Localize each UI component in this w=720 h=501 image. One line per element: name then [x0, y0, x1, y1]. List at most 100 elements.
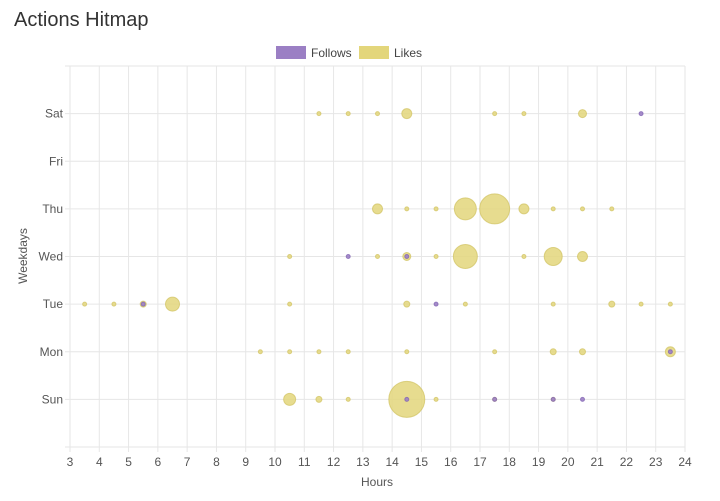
likes-bubble[interactable] [549, 348, 557, 356]
likes-bubble[interactable] [372, 203, 383, 215]
likes-bubble[interactable] [404, 349, 410, 355]
likes-bubble[interactable] [578, 109, 587, 119]
likes-bubble[interactable] [316, 349, 322, 355]
follows-bubble[interactable] [404, 396, 410, 402]
follows-bubble[interactable] [550, 396, 556, 402]
y-axis-labels: Sun Mon Tue Wed Thu Fri Sat [39, 107, 64, 407]
x-tick-label: 3 [67, 455, 74, 469]
x-tick-label: 6 [155, 455, 162, 469]
likes-series[interactable] [82, 108, 676, 418]
likes-bubble[interactable] [345, 396, 351, 402]
likes-bubble[interactable] [287, 301, 293, 307]
likes-bubble[interactable] [375, 254, 380, 259]
y-tick-label: Wed [39, 250, 63, 264]
likes-bubble[interactable] [608, 300, 616, 308]
legend-label-follows: Follows [311, 46, 352, 60]
follows-bubble[interactable] [580, 396, 585, 402]
y-tick-label: Fri [49, 154, 63, 168]
legend-label-likes: Likes [394, 46, 422, 60]
chart-grid [65, 65, 686, 452]
x-tick-label: 22 [620, 455, 634, 469]
likes-bubble[interactable] [287, 254, 293, 259]
chart-legend: Follows Likes [276, 46, 422, 60]
x-tick-label: 8 [213, 455, 220, 469]
x-tick-label: 21 [590, 455, 604, 469]
follows-bubble[interactable] [433, 301, 439, 307]
likes-bubble[interactable] [433, 206, 439, 212]
follows-bubble[interactable] [404, 254, 410, 259]
likes-bubble[interactable] [287, 349, 293, 355]
likes-bubble[interactable] [521, 111, 527, 117]
likes-bubble[interactable] [492, 111, 498, 117]
likes-bubble[interactable] [82, 301, 88, 307]
likes-bubble[interactable] [550, 206, 556, 212]
y-tick-label: Tue [43, 297, 64, 311]
legend-swatch-likes [359, 46, 389, 59]
x-tick-label: 4 [96, 455, 103, 469]
likes-bubble[interactable] [452, 244, 478, 269]
follows-bubble[interactable] [345, 254, 351, 259]
likes-bubble[interactable] [375, 111, 380, 117]
likes-bubble[interactable] [577, 251, 588, 262]
y-tick-label: Sun [42, 392, 63, 406]
x-tick-label: 11 [298, 455, 311, 469]
likes-bubble[interactable] [433, 254, 439, 259]
likes-bubble[interactable] [404, 206, 410, 212]
y-tick-label: Mon [40, 345, 63, 359]
x-axis-labels: 3 4 5 6 7 8 9 10 11 12 13 14 15 16 17 18 19 20 21 22 23 24 [67, 455, 692, 469]
likes-bubble[interactable] [401, 108, 413, 120]
likes-bubble[interactable] [492, 349, 498, 355]
x-tick-label: 9 [242, 455, 249, 469]
x-tick-label: 15 [415, 455, 429, 469]
likes-bubble[interactable] [518, 203, 530, 215]
x-tick-label: 10 [268, 455, 282, 469]
x-tick-label: 17 [473, 455, 487, 469]
x-tick-label: 13 [356, 455, 370, 469]
legend-swatch-follows [276, 46, 306, 59]
likes-bubble[interactable] [111, 301, 117, 307]
x-tick-label: 7 [184, 455, 191, 469]
page-title: Actions Hitmap [14, 9, 149, 31]
likes-bubble[interactable] [316, 111, 322, 117]
likes-bubble[interactable] [283, 392, 297, 406]
likes-bubble[interactable] [462, 301, 468, 307]
x-tick-label: 23 [649, 455, 663, 469]
y-tick-label: Thu [42, 202, 63, 216]
x-tick-label: 20 [561, 455, 575, 469]
x-tick-label: 5 [125, 455, 132, 469]
follows-bubble[interactable] [140, 301, 146, 307]
follows-bubble[interactable] [492, 396, 498, 402]
likes-bubble[interactable] [433, 396, 439, 402]
likes-bubble[interactable] [403, 300, 411, 308]
follows-bubble[interactable] [638, 111, 644, 117]
x-tick-label: 19 [532, 455, 546, 469]
likes-bubble[interactable] [521, 254, 527, 259]
likes-bubble[interactable] [579, 348, 586, 356]
x-tick-label: 12 [327, 455, 341, 469]
likes-bubble[interactable] [609, 206, 615, 212]
follows-series[interactable] [140, 111, 673, 402]
likes-bubble[interactable] [345, 349, 351, 355]
likes-bubble[interactable] [550, 301, 556, 307]
likes-bubble[interactable] [580, 206, 585, 212]
likes-bubble[interactable] [345, 111, 351, 117]
y-axis-title: Weekdays [16, 228, 30, 284]
likes-bubble[interactable] [453, 197, 477, 221]
likes-bubble[interactable] [479, 193, 511, 225]
x-tick-label: 24 [678, 455, 692, 469]
x-axis-title: Hours [361, 475, 393, 489]
likes-bubble[interactable] [638, 301, 644, 307]
likes-bubble[interactable] [543, 247, 563, 266]
y-tick-label: Sat [45, 107, 64, 121]
likes-bubble[interactable] [257, 349, 263, 355]
x-tick-label: 18 [503, 455, 517, 469]
likes-bubble[interactable] [165, 296, 180, 312]
follows-bubble[interactable] [667, 349, 673, 355]
legend-item-follows[interactable]: Follows [276, 46, 352, 60]
x-tick-label: 14 [385, 455, 399, 469]
likes-bubble[interactable] [667, 301, 673, 307]
likes-bubble[interactable] [315, 395, 323, 403]
x-tick-label: 16 [444, 455, 458, 469]
legend-item-likes[interactable]: Likes [359, 46, 422, 60]
